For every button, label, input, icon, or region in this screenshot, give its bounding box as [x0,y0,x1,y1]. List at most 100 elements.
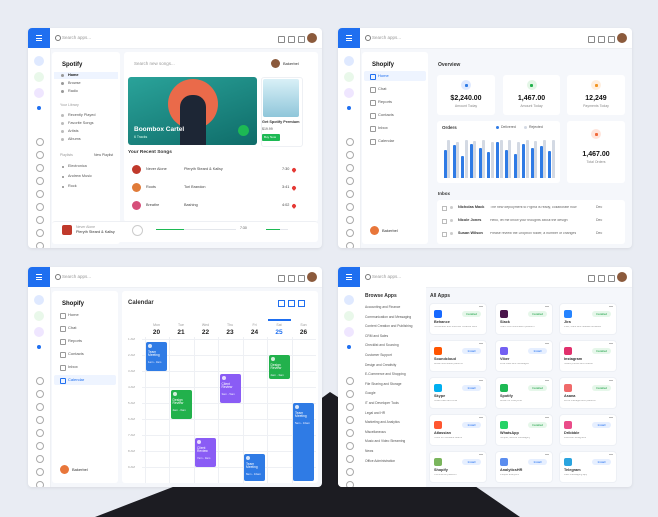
overview-panel: Search apps... Shopify Home Chat Reports Cont… [338,28,632,248]
premium-title: Get Spotify Premium [262,120,300,124]
bar [461,156,465,178]
app-card[interactable]: Skype Video calls and chat Install [430,378,486,408]
star-icon [450,219,453,222]
category-item: Miscellaneous [365,429,386,434]
day-date: 22 [201,329,210,336]
play-button [238,125,249,136]
grid-line [142,403,316,404]
hour-label: 2 AM [128,353,135,357]
legend-swatch [524,126,527,129]
icon-rail [28,287,51,487]
app-card[interactable]: AnalyticsHR People analytics Install [496,452,552,482]
rail-icon [36,138,44,146]
status-label: Install [467,459,476,464]
app-card[interactable]: Spotify Music for everyone Installed [496,378,552,408]
rail-icon [36,164,44,172]
category-item: E-Commerce and Shopping [365,372,406,377]
app-card[interactable]: Atlassian Tools for software teams Install [430,415,486,445]
event-icon [270,357,275,361]
chart-title: Orders [442,125,457,130]
app-card[interactable]: Slack Team communication platform Installe… [496,304,552,334]
menu-item: Inbox [378,125,388,130]
app-icon [500,384,508,392]
day-date: 26 [299,329,308,336]
app-card[interactable]: Shopify Commerce platform Install [430,452,486,482]
user-name: Bakerbel [72,467,88,472]
app-card[interactable]: Jira Plan, track and release software Inst… [560,304,616,334]
app-card[interactable]: Soundcloud Music and audio platform Instal… [430,341,486,371]
more-icon [545,380,549,381]
app-description: Free calls and messages [500,363,529,365]
day-name: Thu [226,323,234,327]
inbox-message: Hello, let me know your thoughts about t… [490,219,568,222]
stat-label: Amount Today [520,104,543,108]
menu-icon [60,378,66,384]
view-icon [288,300,295,307]
song-search: Search new songs... [134,61,175,66]
app-icon [34,311,44,321]
app-card[interactable]: WhatsApp Simple, secure messaging Installe… [496,415,552,445]
status-badge: Installed [528,385,547,391]
app-card[interactable]: Asana Work management platform Installed [560,378,616,408]
app-name: Atlassian [434,431,451,435]
menu-icon-line [36,35,42,36]
buy-button[interactable]: Buy Now [262,134,280,141]
menu-icon [370,100,376,106]
app-card[interactable]: Instagram Share photos and videos Installe… [560,341,616,371]
library-icon [61,130,64,133]
user-avatar [370,226,379,235]
menu-item: Calendar [68,377,85,382]
bar [508,140,512,178]
inbox-date: Dec [596,205,603,209]
app-card[interactable]: Behance Showcase and discover creative wo… [430,304,486,334]
category-item: Office Administration [365,458,396,463]
app-card[interactable]: Dribbble Discover designers Install [560,415,616,445]
event-icon [246,456,250,461]
player-bar [52,221,318,242]
song-title: Breathe [146,203,160,207]
rail-icon [346,390,354,398]
event[interactable]: Design Review 4am - 6am [170,390,192,419]
hour-label: 9 AM [128,465,135,469]
app-card[interactable]: Viber Free calls and messages Install [496,341,552,371]
app-description: Fast messaging app [564,474,588,476]
song-time: 3:41 [282,185,290,189]
event[interactable]: Team Meeting 1am - 3am [146,342,167,371]
app-card[interactable]: Telegram Fast messaging app Install [560,452,616,482]
menu-active [364,71,426,81]
event-icon [221,376,226,381]
app-name: Telegram [564,468,581,472]
bar [444,150,447,178]
toolbar-icon [278,275,285,282]
category-item: Content Creation and Publishing [365,324,413,329]
more-icon [609,380,613,381]
menu-item: Home [68,73,79,77]
hero-figure [180,95,206,145]
star-icon [450,232,453,235]
event[interactable]: Client Review 3am - 5am [219,374,241,403]
app-name: Asana [564,394,576,398]
menu-icon-line [36,276,42,278]
event-title: Design Review [270,363,282,371]
song-cover [132,165,141,174]
event[interactable]: Design Review 2am - 3am [268,355,290,379]
event[interactable]: Team Meeting 5am - 10am [293,403,314,482]
hero-subtitle: 6 Tracks [134,135,148,139]
search-icon [365,274,371,280]
event[interactable]: Client Review 7am - 9am [195,438,216,467]
menu-active [54,375,116,385]
menu-item: Chat [68,325,77,330]
day-name: Wed [201,323,210,327]
menu-item: Reports [378,99,393,104]
event[interactable]: Team Meeting 8am - 10am [244,454,265,482]
search-icon [55,35,61,41]
section-title: Calendar [128,300,154,306]
status-label: Install [467,348,476,353]
player-time: 7:30 [240,226,247,230]
menu-button [338,28,360,48]
library-item: Favorite Songs [68,121,94,125]
status-badge: Installed [462,311,481,317]
song-artist: Bashing [184,203,198,207]
bar [473,141,477,178]
hour-label: 6 AM [128,417,135,421]
